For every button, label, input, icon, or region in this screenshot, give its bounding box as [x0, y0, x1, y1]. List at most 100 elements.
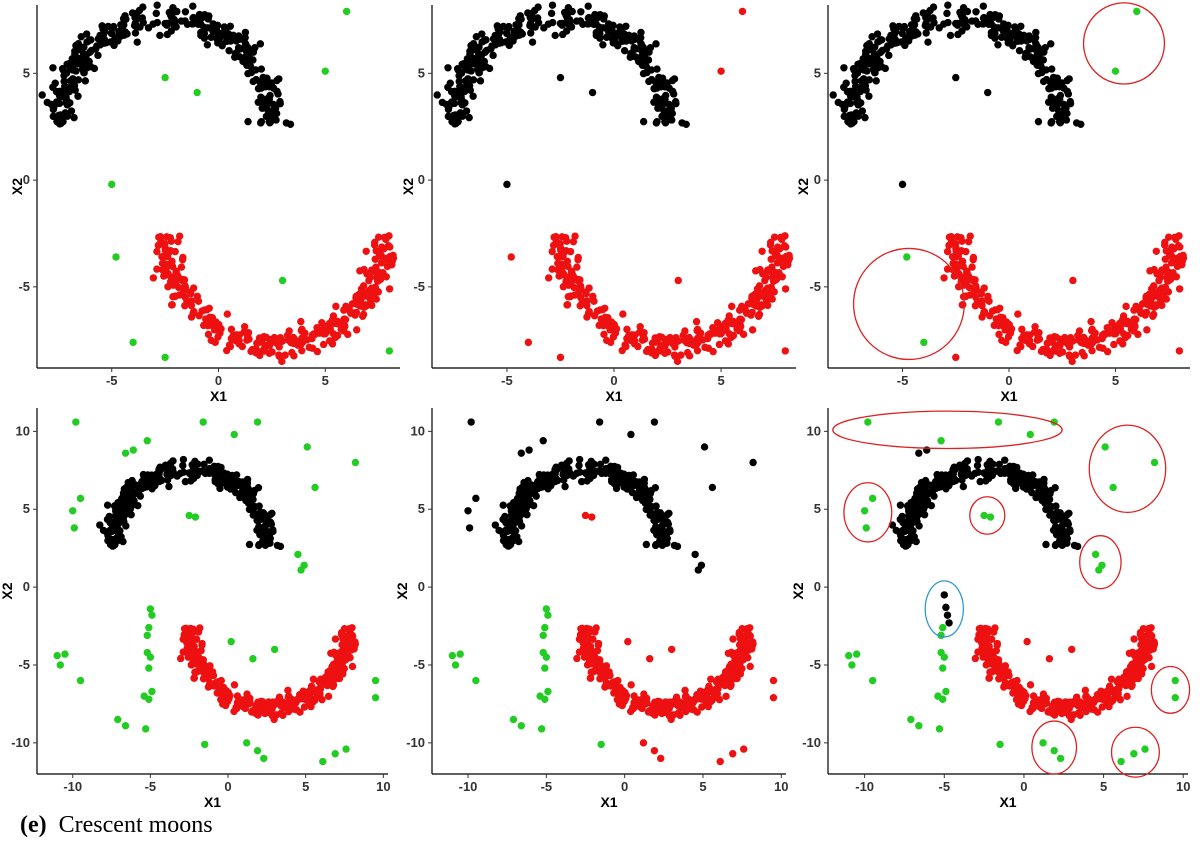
y-tick-label: 0 [814, 579, 821, 594]
point-upper-moon [1034, 117, 1043, 126]
point-upper-moon [509, 522, 517, 531]
point-outlier [845, 651, 853, 660]
point-upper-moon [639, 69, 648, 78]
point-upper-moon [968, 17, 976, 25]
point-upper-moon [165, 482, 173, 491]
point-upper-moon [74, 39, 83, 48]
point-lower-moon [1056, 342, 1064, 350]
point-lower-moon [307, 685, 315, 693]
point-lower-moon [163, 261, 172, 270]
point-outlier [242, 739, 251, 747]
point-upper-moon [244, 498, 252, 506]
x-tick-label: -5 [541, 779, 553, 794]
point-outlier [148, 687, 156, 696]
point-upper-moon [61, 82, 69, 91]
point-upper-moon [190, 467, 198, 475]
point-upper-moon [616, 23, 624, 31]
point-upper-moon [214, 35, 223, 43]
point-upper-moon [610, 477, 618, 485]
point-lower-moon [563, 301, 571, 309]
point-upper-moon [861, 113, 869, 122]
point-upper-moon [992, 467, 1000, 475]
point-upper-moon [99, 526, 108, 535]
point-outlier [503, 180, 511, 189]
point-upper-moon [458, 112, 467, 120]
point-outlier [56, 661, 64, 669]
point-lower-moon [602, 679, 611, 687]
point-lower-moon [1021, 334, 1030, 342]
point-upper-moon [92, 45, 100, 53]
point-lower-moon [362, 247, 370, 255]
point-outlier [108, 180, 116, 189]
point-lower-moon [575, 635, 584, 643]
point-upper-moon [642, 540, 651, 549]
y-tick-label: 0 [23, 172, 30, 187]
point-upper-moon [869, 57, 877, 65]
point-upper-moon [658, 74, 667, 82]
point-upper-moon [944, 18, 952, 27]
point-upper-moon [466, 86, 475, 94]
point-upper-moon [1045, 84, 1053, 93]
point-upper-moon [469, 76, 478, 84]
point-lower-moon [324, 692, 333, 701]
point-outlier [517, 722, 525, 730]
point-upper-moon [119, 15, 128, 23]
point-upper-moon [620, 46, 629, 55]
point-lower-moon [269, 698, 277, 706]
point-lower-moon [1042, 697, 1050, 706]
point-lower-moon [1026, 681, 1035, 689]
point-lower-moon [329, 660, 338, 668]
point-upper-moon [244, 69, 252, 78]
point-upper-moon [556, 19, 565, 28]
point-upper-moon [976, 477, 984, 486]
point-lower-moon [1103, 347, 1112, 356]
point-lower-moon [972, 283, 980, 292]
point-upper-moon [133, 38, 141, 46]
point-upper-moon [961, 459, 969, 468]
point-lower-moon [216, 329, 224, 337]
point-upper-moon [1042, 505, 1050, 514]
point-outlier [907, 715, 915, 724]
point-upper-moon [882, 45, 891, 53]
point-lower-moon [577, 293, 585, 302]
point-lower-moon [341, 315, 350, 324]
x-tick-label: -5 [145, 779, 157, 794]
point-lower-moon [723, 666, 732, 675]
point-upper-moon [995, 460, 1003, 469]
point-upper-moon [466, 66, 474, 75]
point-upper-moon [974, 468, 982, 476]
point-upper-moon [530, 6, 539, 15]
point-lower-moon [995, 675, 1003, 683]
point-upper-moon [509, 498, 518, 507]
point-lower-moon [693, 325, 702, 334]
point-upper-moon [70, 113, 78, 122]
point-outlier [146, 605, 155, 613]
point-upper-moon [1032, 28, 1040, 37]
point-lower-moon [195, 654, 203, 662]
point-lower-moon [1137, 309, 1145, 317]
y-tick-label: 5 [418, 501, 425, 516]
point-upper-moon [901, 35, 910, 43]
point-lower-moon [164, 249, 173, 257]
point-lower-moon [1032, 698, 1040, 706]
point-upper-moon [851, 82, 860, 91]
point-lower-moon [729, 635, 737, 643]
point-lower-moon [577, 625, 585, 633]
point-lower-moon [230, 681, 239, 689]
point-lower-moon [587, 660, 596, 668]
point-lower-moon [692, 317, 701, 326]
point-outlier [1095, 566, 1103, 574]
point-upper-moon [1058, 515, 1066, 523]
panel-top-right: -5 0 5 -5 0 5 X1 X2 [795, 1, 1190, 404]
point-upper-moon [464, 75, 472, 83]
point-lower-moon [352, 308, 361, 317]
point-upper-moon [455, 71, 463, 80]
point-lower-moon [943, 247, 952, 256]
x-tick-label: 10 [376, 779, 390, 794]
point-upper-moon [921, 21, 930, 30]
point-lower-moon [1175, 285, 1184, 293]
y-axis-title: X2 [394, 582, 410, 599]
point-upper-moon [487, 45, 495, 53]
point-lower-moon [618, 346, 626, 355]
point-lower-moon [573, 263, 581, 271]
